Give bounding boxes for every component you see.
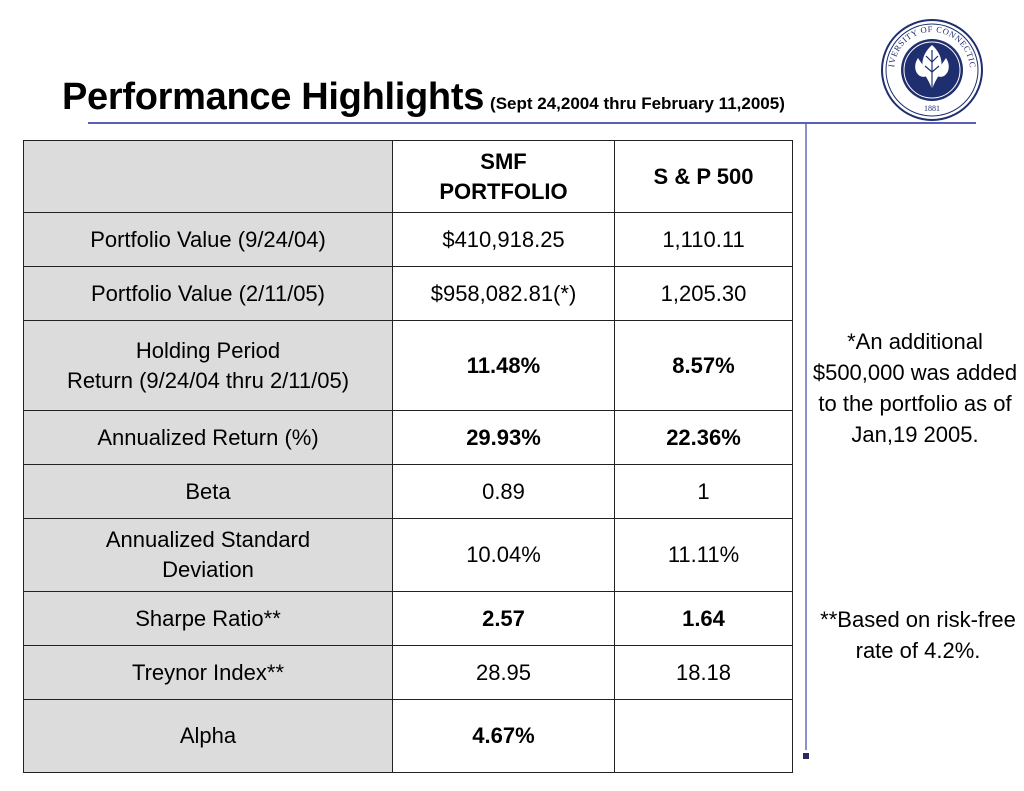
row-label: Sharpe Ratio** — [23, 591, 393, 646]
smf-value-cell: 11.48% — [392, 320, 615, 411]
header-empty-cell — [23, 140, 393, 213]
table-row: Annualized Standard Deviation 10.04% 11.11… — [23, 518, 793, 592]
smf-value-cell: 0.89 — [392, 464, 615, 519]
smf-value-cell: 2.57 — [392, 591, 615, 646]
smf-value-cell: $410,918.25 — [392, 212, 615, 267]
smf-value-cell: 29.93% — [392, 410, 615, 465]
title-underline — [88, 122, 976, 124]
table-row: Sharpe Ratio** 2.57 1.64 — [23, 591, 793, 646]
sp500-value-cell: 18.18 — [614, 645, 793, 700]
slide-title: Performance Highlights (Sept 24,2004 thru… — [62, 78, 785, 116]
smf-value-cell: 4.67% — [392, 699, 615, 773]
table-row: Treynor Index** 28.95 18.18 — [23, 645, 793, 700]
sp500-value-cell: 1,110.11 — [614, 212, 793, 267]
sp500-value-cell: 1 — [614, 464, 793, 519]
header-smf-portfolio: SMF PORTFOLIO — [392, 140, 615, 213]
header-sp500: S & P 500 — [614, 140, 793, 213]
row-label: Portfolio Value (2/11/05) — [23, 266, 393, 321]
footnote-risk-free-rate: **Based on risk-free rate of 4.2%. — [820, 607, 1016, 663]
table-row: Alpha 4.67% — [23, 699, 793, 773]
row-label: Alpha — [23, 699, 393, 773]
smf-value-cell: 10.04% — [392, 518, 615, 592]
vertical-divider — [805, 124, 807, 750]
row-label: Annualized Return (%) — [23, 410, 393, 465]
sp500-value-cell: 1,205.30 — [614, 266, 793, 321]
sp500-value-cell: 22.36% — [614, 410, 793, 465]
performance-table: SMF PORTFOLIO S & P 500 Portfolio Value … — [23, 140, 793, 773]
table-row: Holding Period Return (9/24/04 thru 2/11… — [23, 320, 793, 411]
title-date-range: (Sept 24,2004 thru February 11,2005) — [490, 94, 785, 113]
sp500-value-cell: 11.11% — [614, 518, 793, 592]
seal-year: 1881 — [924, 104, 940, 113]
footnote-additional-investment: *An additional $500,000 was added to the… — [812, 329, 1018, 447]
sp500-value-cell: 1.64 — [614, 591, 793, 646]
row-label: Portfolio Value (9/24/04) — [23, 212, 393, 267]
table-row: Beta 0.89 1 — [23, 464, 793, 519]
smf-value-cell: $958,082.81(*) — [392, 266, 615, 321]
university-seal-logo: UNIVERSITY OF CONNECTICUT 1881 — [880, 18, 983, 121]
bullet-marker — [803, 753, 809, 759]
table-row: Annualized Return (%) 29.93% 22.36% — [23, 410, 793, 465]
row-label: Annualized Standard Deviation — [23, 518, 393, 592]
table-header-row: SMF PORTFOLIO S & P 500 — [23, 140, 793, 213]
row-label: Beta — [23, 464, 393, 519]
sp500-value-cell — [614, 699, 793, 773]
row-label: Holding Period Return (9/24/04 thru 2/11… — [23, 320, 393, 411]
table-row: Portfolio Value (9/24/04) $410,918.25 1,11… — [23, 212, 793, 267]
sp500-value-cell: 8.57% — [614, 320, 793, 411]
row-label: Treynor Index** — [23, 645, 393, 700]
smf-value-cell: 28.95 — [392, 645, 615, 700]
table-row: Portfolio Value (2/11/05) $958,082.81(*) 1… — [23, 266, 793, 321]
title-main: Performance Highlights — [62, 76, 485, 118]
